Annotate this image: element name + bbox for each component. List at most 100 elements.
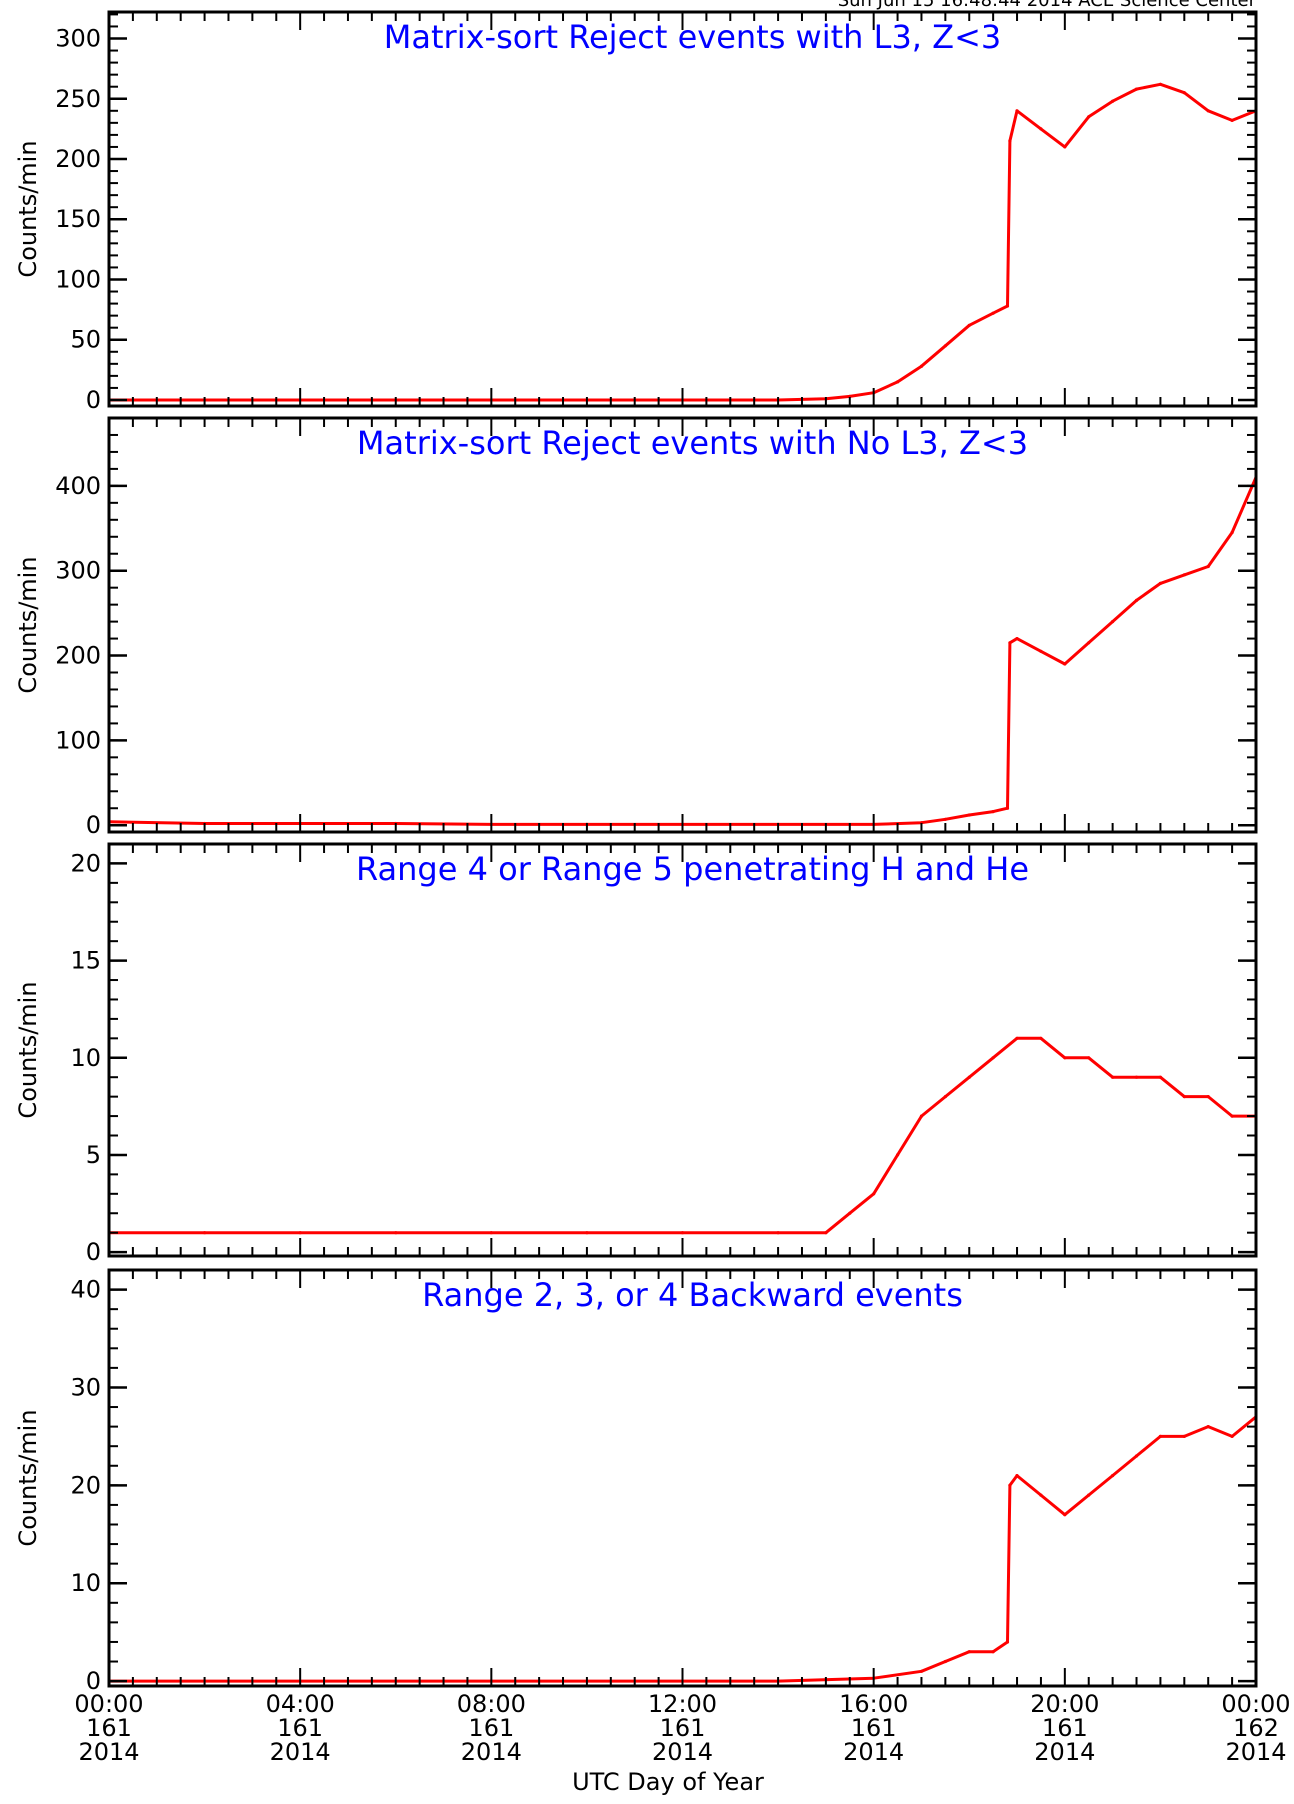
data-point: [1111, 99, 1115, 103]
data-point: [1182, 573, 1186, 577]
data-point: [991, 810, 995, 814]
data-point: [991, 1650, 995, 1654]
y-tick-label: 0: [86, 386, 101, 414]
data-point: [1230, 530, 1234, 535]
data-point: [1015, 109, 1019, 113]
data-point: [1039, 1036, 1043, 1040]
y-tick-label: 300: [55, 557, 101, 585]
data-point: [1063, 662, 1067, 666]
data-point: [1015, 637, 1019, 641]
x-tick-label: 161: [86, 1714, 132, 1742]
x-tick-label: 00:00: [1221, 1690, 1290, 1718]
data-point: [943, 1095, 948, 1099]
data-point: [1039, 1493, 1043, 1497]
data-point: [1111, 1075, 1115, 1079]
data-point: [1182, 91, 1186, 95]
data-point: [1182, 1095, 1186, 1099]
x-tick-label: 00:00: [74, 1690, 143, 1718]
data-point: [680, 1231, 685, 1235]
y-tick-label: 30: [70, 1373, 101, 1401]
data-point: [1005, 806, 1010, 810]
data-point: [967, 323, 971, 327]
data-point: [1063, 145, 1067, 149]
data-point: [824, 1231, 828, 1235]
data-point: [1134, 1075, 1139, 1079]
data-point: [1158, 1075, 1162, 1079]
y-tick-label: 40: [70, 1276, 101, 1304]
x-tick-label: 161: [851, 1714, 897, 1742]
data-point: [943, 344, 948, 348]
data-point: [1206, 1095, 1210, 1099]
data-point: [1230, 1114, 1234, 1118]
series-line: [109, 476, 1256, 826]
panel-title: Range 4 or Range 5 penetrating H and He: [356, 850, 1029, 888]
data-point: [1206, 1425, 1210, 1429]
data-point: [489, 1231, 493, 1235]
y-axis-title: Counts/min: [14, 981, 42, 1118]
y-tick-label: 10: [70, 1569, 101, 1597]
y-axis-title: Counts/min: [14, 1409, 42, 1546]
y-tick-label: 300: [55, 25, 101, 53]
data-point: [1134, 87, 1139, 91]
data-point: [1087, 641, 1091, 645]
x-tick-label: 161: [660, 1714, 706, 1742]
y-tick-label: 50: [70, 326, 101, 354]
panel-title: Matrix-sort Reject events with No L3, Z<…: [357, 424, 1028, 462]
x-tick-label: 2014: [461, 1738, 522, 1766]
y-tick-label: 0: [86, 1238, 101, 1266]
data-point: [1134, 1454, 1139, 1458]
plot-frame: [107, 10, 1258, 408]
panel-title: Matrix-sort Reject events with L3, Z<3: [384, 18, 1001, 56]
data-point: [1111, 620, 1115, 624]
data-point: [1063, 1056, 1067, 1060]
y-tick-label: 20: [70, 1471, 101, 1499]
y-tick-label: 100: [55, 265, 101, 293]
data-point: [991, 1056, 995, 1060]
series-line: [109, 1036, 1256, 1235]
panels: 050100150200250300Counts/minMatrix-sort …: [14, 10, 1258, 1695]
x-axis-title: UTC Day of Year: [572, 1768, 764, 1796]
data-point: [1087, 1056, 1091, 1060]
data-point: [1230, 1434, 1234, 1438]
x-tick-label: 161: [277, 1714, 323, 1742]
data-point: [1158, 82, 1162, 86]
data-point: [1158, 581, 1162, 586]
data-point: [1005, 304, 1010, 308]
data-point: [967, 1075, 971, 1079]
y-axis-title: Counts/min: [14, 556, 42, 693]
series-line: [109, 82, 1256, 402]
x-tick-label: 2014: [652, 1738, 713, 1766]
x-tick-label: 162: [1233, 1714, 1279, 1742]
data-point: [394, 1231, 398, 1235]
data-point: [919, 1114, 924, 1118]
data-point: [967, 813, 971, 817]
data-point: [919, 364, 924, 368]
chart-panel-4: 0 10 20 30 40 Counts/min Range 2, 3, or 4 Back…: [14, 1268, 1258, 1695]
data-point: [298, 1231, 302, 1235]
data-point: [1039, 127, 1043, 131]
data-point: [585, 1231, 589, 1235]
data-point: [1230, 118, 1234, 122]
data-point: [1134, 598, 1139, 603]
chart-panel-1: 0 50 100 150 200 250 300 Counts/min Matrix-sort …: [14, 10, 1258, 414]
data-point: [1206, 564, 1210, 569]
data-point: [1111, 1474, 1115, 1478]
x-tick-label: 2014: [843, 1738, 904, 1766]
data-point: [872, 1192, 876, 1196]
data-point: [896, 1153, 900, 1157]
y-tick-label: 200: [55, 145, 101, 173]
data-point: [1015, 1474, 1019, 1478]
plot-frame: [107, 842, 1258, 1258]
x-tick-label: 12:00: [648, 1690, 717, 1718]
data-point: [967, 1650, 971, 1654]
data-point: [1015, 1036, 1019, 1040]
data-point: [1008, 139, 1012, 143]
data-point: [896, 380, 900, 384]
y-tick-label: 10: [70, 1044, 101, 1072]
data-point: [1039, 649, 1043, 653]
series-line: [109, 1415, 1256, 1683]
y-tick-label: 100: [55, 726, 101, 754]
x-tick-label: 04:00: [266, 1690, 335, 1718]
plot-frame: [107, 416, 1258, 834]
y-axis-title: Counts/min: [14, 140, 42, 277]
